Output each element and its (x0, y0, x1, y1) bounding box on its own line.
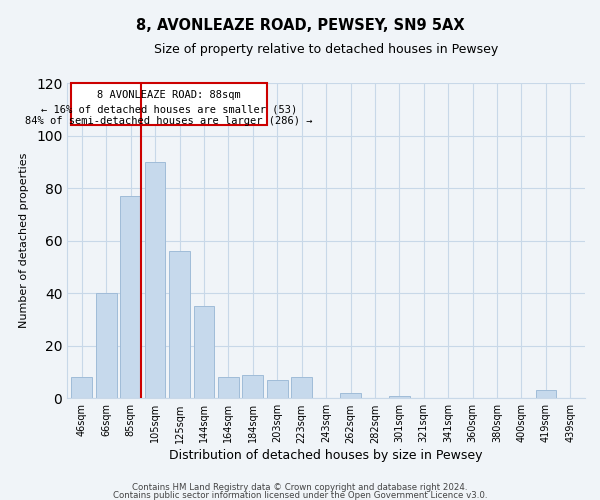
Text: Contains HM Land Registry data © Crown copyright and database right 2024.: Contains HM Land Registry data © Crown c… (132, 483, 468, 492)
Text: 84% of semi-detached houses are larger (286) →: 84% of semi-detached houses are larger (… (25, 116, 313, 126)
Bar (536, 390, 556, 398)
Bar (267, 380, 287, 398)
Bar (169, 251, 190, 398)
Bar (145, 162, 166, 398)
Text: 8 AVONLEAZE ROAD: 88sqm: 8 AVONLEAZE ROAD: 88sqm (97, 90, 241, 100)
Bar (291, 378, 312, 398)
FancyBboxPatch shape (71, 83, 268, 125)
Bar (71, 378, 92, 398)
Bar (96, 293, 116, 399)
Bar (242, 374, 263, 398)
Text: ← 16% of detached houses are smaller (53): ← 16% of detached houses are smaller (53… (41, 104, 297, 115)
Bar (389, 396, 410, 398)
Bar (121, 196, 141, 398)
Bar (194, 306, 214, 398)
Bar (218, 378, 239, 398)
Bar (340, 393, 361, 398)
Text: 8, AVONLEAZE ROAD, PEWSEY, SN9 5AX: 8, AVONLEAZE ROAD, PEWSEY, SN9 5AX (136, 18, 464, 32)
X-axis label: Distribution of detached houses by size in Pewsey: Distribution of detached houses by size … (169, 450, 483, 462)
Y-axis label: Number of detached properties: Number of detached properties (19, 153, 29, 328)
Text: Contains public sector information licensed under the Open Government Licence v3: Contains public sector information licen… (113, 490, 487, 500)
Title: Size of property relative to detached houses in Pewsey: Size of property relative to detached ho… (154, 42, 498, 56)
